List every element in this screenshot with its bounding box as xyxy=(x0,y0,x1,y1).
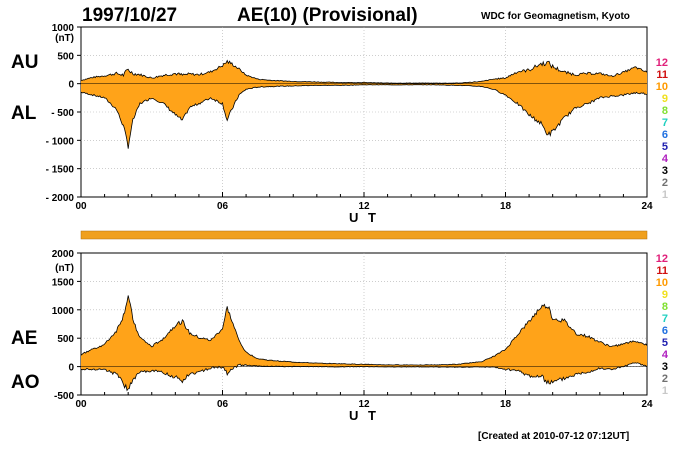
data-coverage-bar xyxy=(80,230,648,240)
panel-1-xtick-label: 06 xyxy=(217,399,229,410)
source-label: WDC for Geomagnetism, Kyoto xyxy=(481,11,630,22)
legend-item-8: 8 xyxy=(662,105,668,117)
date-label: 1997/10/27 xyxy=(82,5,178,26)
legend-item-12: 12 xyxy=(656,57,668,69)
panel-0-ytick-label: 1000 xyxy=(52,23,75,34)
ao-label: AO xyxy=(11,372,40,393)
legend-item-4: 4 xyxy=(662,349,669,361)
legend-item-11: 11 xyxy=(656,69,668,81)
legend-item-7: 7 xyxy=(662,313,668,325)
legend-item-6: 6 xyxy=(662,129,668,141)
legend-item-10: 10 xyxy=(656,277,668,289)
legend-item-5: 5 xyxy=(662,337,668,349)
panel-0-fill-area xyxy=(81,60,647,149)
chart-title: AE(10) (Provisional) xyxy=(237,5,418,26)
legend-item-2: 2 xyxy=(662,177,668,189)
panel-1-xtick-label: 12 xyxy=(358,399,370,410)
panel-1-ytick-label: -500 xyxy=(54,391,74,402)
au-label: AU xyxy=(11,52,39,73)
legend-item-5: 5 xyxy=(662,141,668,153)
legend-item-10: 10 xyxy=(656,81,668,93)
legend-item-6: 6 xyxy=(662,325,668,337)
panel-1-ytick-label: 500 xyxy=(57,334,74,345)
legend-item-2: 2 xyxy=(662,373,668,385)
legend-item-9: 9 xyxy=(662,289,668,301)
ae-label: AE xyxy=(11,328,38,349)
legend-item-8: 8 xyxy=(662,301,668,313)
panel-1-ytick-label: 1000 xyxy=(52,306,75,317)
panel-1-xtick-label: 24 xyxy=(641,399,653,410)
legend-item-9: 9 xyxy=(662,93,668,105)
panel-1-ytick-label: 0 xyxy=(68,363,74,374)
legend-item-3: 3 xyxy=(662,165,668,177)
panel-1-xtick-label: 00 xyxy=(75,399,87,410)
panel-0-ytick-label: - 500 xyxy=(51,108,74,119)
panel-0-xtick-label: 00 xyxy=(75,201,87,212)
panel-0-xlabel: U T xyxy=(349,210,379,225)
created-timestamp: [Created at 2010-07-12 07:12UT] xyxy=(478,431,630,442)
panel-0-ytick-label: - 2000 xyxy=(46,193,75,204)
panel-0-xtick-label: 06 xyxy=(217,201,229,212)
legend-item-12: 12 xyxy=(656,253,668,265)
panel-1-yunit: (nT) xyxy=(55,263,74,274)
panel-1-xtick-label: 18 xyxy=(500,399,512,410)
panel-1-xlabel: U T xyxy=(349,408,379,423)
panel-0-ytick-label: 0 xyxy=(68,80,74,91)
panel-0-ytick-label: - 1000 xyxy=(46,136,75,147)
legend-item-4: 4 xyxy=(662,153,669,165)
legend-item-7: 7 xyxy=(662,117,668,129)
panel-1-ytick-label: 2000 xyxy=(52,249,75,260)
al-label: AL xyxy=(11,103,37,124)
series-ae-line xyxy=(80,295,648,366)
panel-0-xtick-label: 24 xyxy=(641,201,653,212)
panel-0-xtick-label: 18 xyxy=(500,201,512,212)
legend-item-1: 1 xyxy=(662,189,668,201)
legend-item-1: 1 xyxy=(662,385,668,397)
series-au-line xyxy=(80,59,648,84)
panel-0-ytick-label: - 1500 xyxy=(46,165,75,176)
panel-1-ytick-label: 1500 xyxy=(52,277,75,288)
panel-0-yunit: (nT) xyxy=(55,33,74,44)
legend-item-3: 3 xyxy=(662,361,668,373)
panel-0-ytick-label: 500 xyxy=(57,51,74,62)
legend-item-11: 11 xyxy=(656,265,668,277)
series-al-line xyxy=(80,84,648,149)
panel-0-xtick-label: 12 xyxy=(358,201,370,212)
